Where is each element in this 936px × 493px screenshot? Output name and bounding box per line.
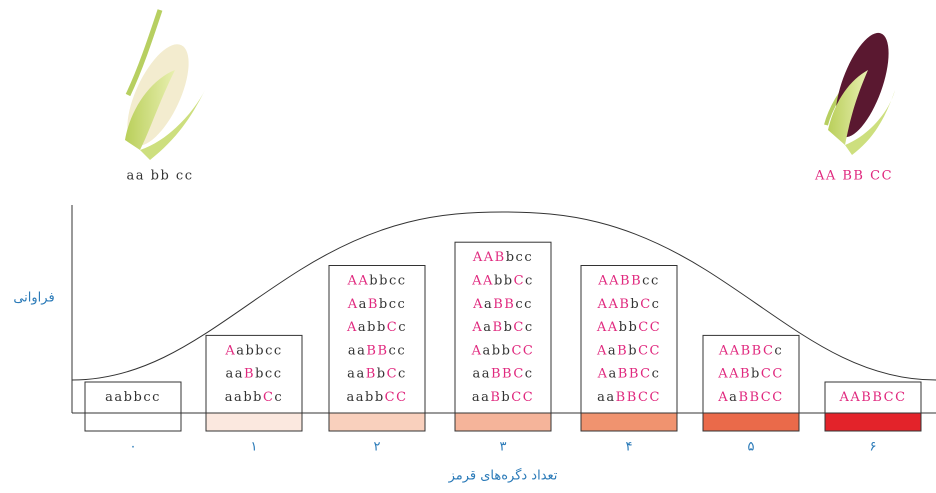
genotype: aabbcc — [105, 390, 161, 405]
genotype: AABbcc — [472, 250, 533, 265]
color-bar — [84, 412, 182, 432]
genotype: AaBbCC — [596, 343, 661, 358]
genotype: AAbbCC — [596, 320, 661, 335]
color-bar — [824, 412, 922, 432]
genotype: aaBbCC — [472, 390, 534, 405]
genotype: Aabbcc — [224, 343, 282, 358]
columns: ۰ aabbcc ۱ Aabbcc aaBbcc aabbCc ۲ AAbbcc AaBbcc A… — [84, 241, 922, 455]
genotype: AABBCC — [838, 390, 906, 405]
genotype: aaBBCc — [472, 366, 533, 381]
genotype: AABBCc — [718, 343, 783, 358]
genotype: AabbCc — [346, 320, 407, 335]
genotype: aabbCC — [346, 390, 407, 405]
genotype: aaBbcc — [226, 366, 283, 381]
color-bar — [328, 412, 426, 432]
genotype: AABBcc — [597, 273, 659, 288]
genotype: AaBBCc — [597, 366, 661, 381]
color-bar — [702, 412, 800, 432]
column-label: ۱ — [251, 440, 258, 455]
red-corn — [824, 32, 895, 155]
genotype: AAbbcc — [347, 273, 407, 288]
genotype: aabbCc — [225, 390, 283, 405]
genotype: AaBBCC — [717, 390, 783, 405]
genotype: AabbCC — [471, 343, 535, 358]
y-axis-label: فراوانی — [13, 291, 54, 306]
genotype: AaBbCc — [471, 320, 533, 335]
column-label: ۳ — [500, 440, 507, 455]
genotype: AAbbCc — [471, 273, 534, 288]
genotype: aaBbCc — [347, 366, 407, 381]
bell-curve — [71, 211, 936, 381]
genotype: aaBBCC — [597, 390, 661, 405]
color-bar — [205, 412, 303, 432]
genotype: AaBbcc — [347, 296, 407, 311]
color-bar — [454, 412, 552, 432]
genotype: AaBBcc — [472, 296, 533, 311]
column-label: ۶ — [870, 440, 877, 455]
color-bar — [580, 412, 678, 432]
genotype: AABbCc — [597, 296, 661, 311]
x-axis-label: تعداد دگره‌های قرمز — [448, 468, 558, 484]
column-label: ۴ — [626, 440, 633, 455]
right-genotype: AA BB CC — [814, 169, 893, 184]
white-corn — [125, 9, 205, 160]
column-label: ۰ — [130, 440, 137, 455]
left-genotype: aa bb cc — [127, 169, 194, 184]
genotype: aaBBcc — [348, 343, 406, 358]
column-label: ۵ — [748, 440, 755, 455]
genotype: AABbCC — [717, 366, 784, 381]
column-label: ۲ — [374, 440, 381, 455]
